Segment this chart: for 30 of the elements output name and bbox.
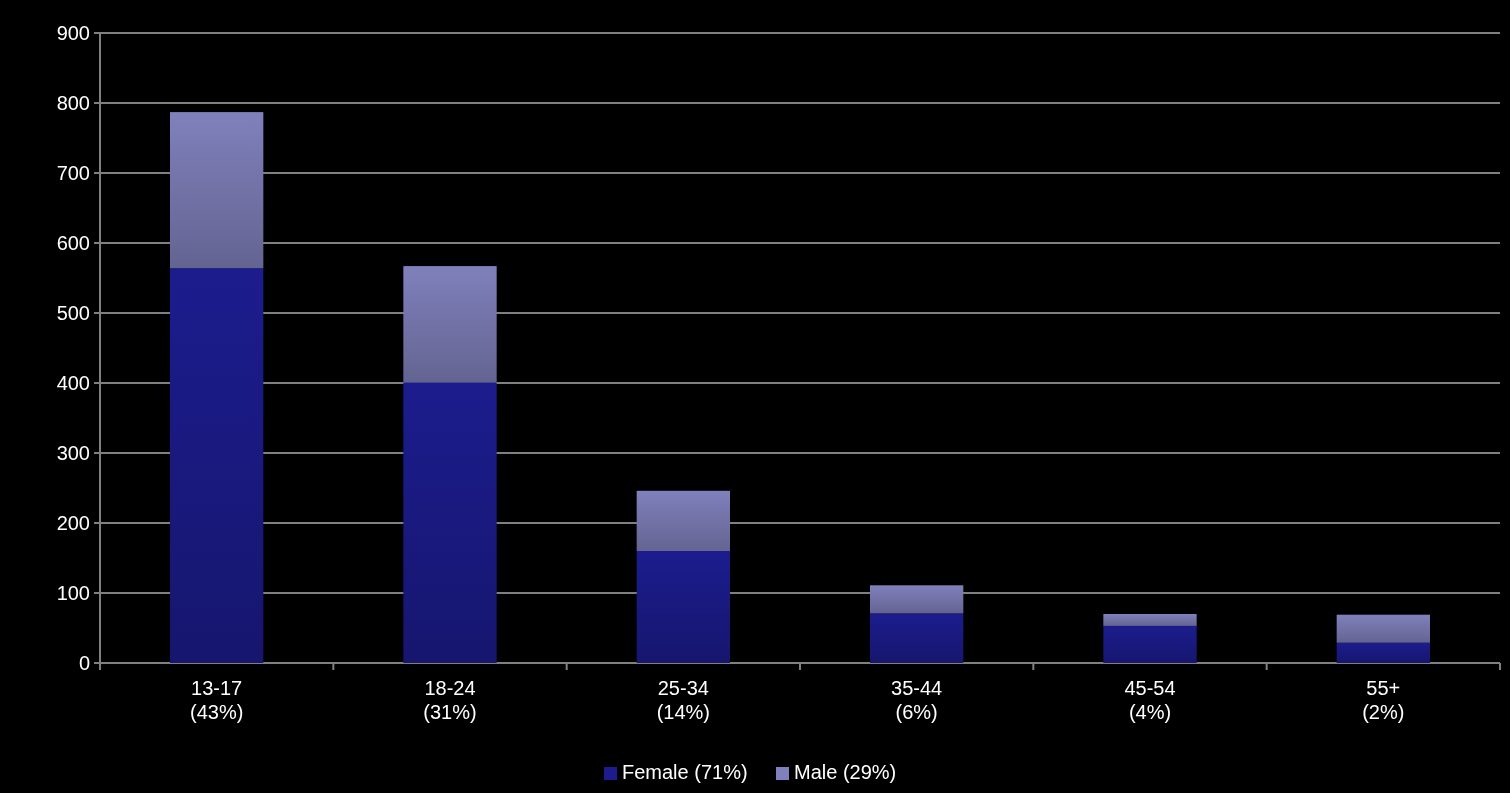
- bar: [170, 112, 264, 269]
- bar: [1336, 642, 1430, 663]
- y-tick-label: 0: [78, 652, 90, 674]
- y-tick-label: 600: [56, 232, 90, 254]
- bar: [1103, 614, 1197, 626]
- bar: [1103, 625, 1197, 663]
- y-tick-label: 400: [56, 372, 90, 394]
- y-tick-label: 800: [56, 92, 90, 114]
- x-tick-label: 55+ (2%): [1362, 677, 1405, 723]
- y-tick-label: 100: [56, 582, 90, 604]
- y-tick-label: 500: [56, 302, 90, 324]
- y-tick-label: 300: [56, 442, 90, 464]
- bar: [636, 490, 730, 551]
- x-tick-label: 18-24 (31%): [423, 677, 477, 723]
- bar: [1336, 614, 1430, 643]
- legend-label: Male (29%): [794, 761, 897, 783]
- bar: [870, 613, 964, 663]
- bar: [403, 266, 497, 383]
- bar: [636, 551, 730, 663]
- bar: [870, 585, 964, 614]
- x-tick-label: 25-34 (14%): [656, 677, 711, 723]
- y-tick-label: 200: [56, 512, 90, 534]
- y-tick-label: 700: [56, 162, 90, 184]
- x-tick-label: 13-17 (43%): [189, 677, 244, 723]
- x-tick-label: 45-54 (4%): [1124, 677, 1176, 723]
- bar: [403, 382, 497, 663]
- legend-label: Female (71%): [622, 761, 748, 783]
- y-tick-label: 900: [56, 22, 90, 44]
- x-tick-label: 35-44 (6%): [891, 677, 943, 723]
- bar: [170, 268, 264, 663]
